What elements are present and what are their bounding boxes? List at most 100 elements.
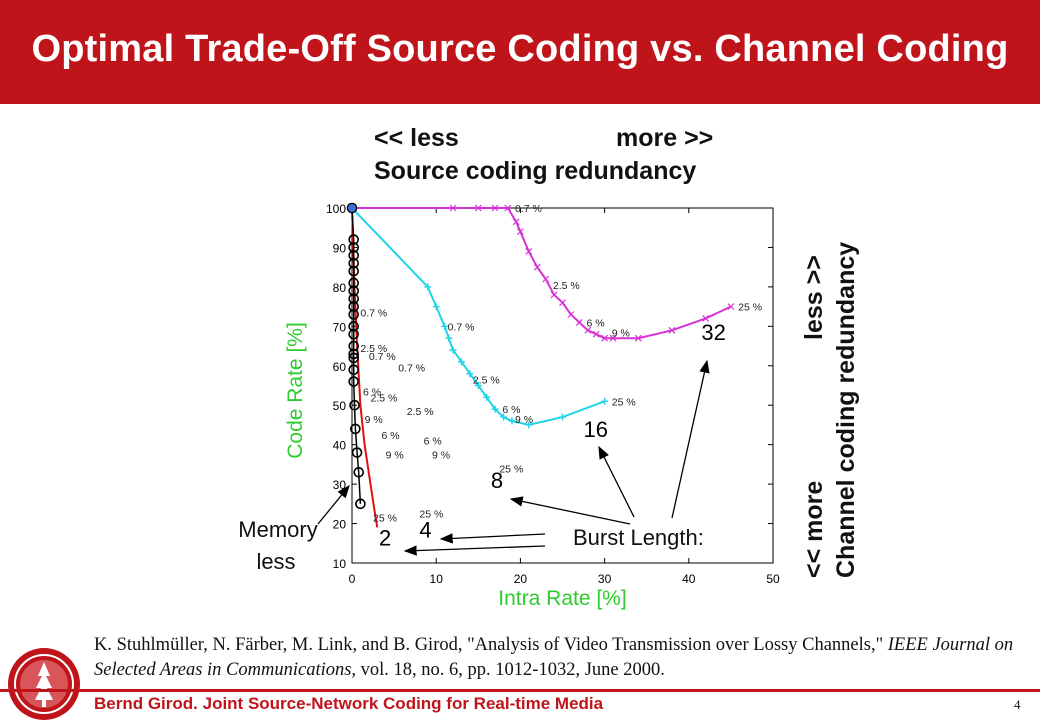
burst-length-label-32: 32: [701, 320, 725, 345]
point-label: 0.7 %: [515, 203, 542, 215]
arrow-to-memoryless: [317, 484, 350, 525]
source-head-label: Source coding redundancy: [374, 157, 697, 185]
data-point-burst-16: [559, 413, 566, 421]
x-tick-label: 40: [682, 572, 696, 586]
y-tick-label: 60: [333, 360, 347, 374]
data-point-burst-2: [348, 328, 359, 340]
y-tick-label: 30: [333, 478, 347, 492]
point-label: 6 %: [424, 436, 442, 448]
point-label: 25 %: [738, 302, 762, 314]
citation-journal: IEEE Journal on Selected Areas in Commun…: [94, 635, 1014, 680]
burst-length-label-8: 8: [491, 468, 503, 493]
series-line-burst-32: [352, 207, 732, 340]
data-point-burst-2: [348, 309, 359, 320]
data-point-burst-32: [449, 204, 457, 212]
data-point-burst-2: [348, 277, 359, 289]
citation-details: vol. 18, no. 6, pp. 1012-1032, June 2000…: [360, 660, 665, 680]
data-point-burst-2: [348, 250, 359, 261]
data-point-burst-2: [348, 364, 359, 376]
data-point-burst-32: [702, 315, 710, 322]
x-tick-label: 30: [598, 572, 612, 586]
arrow-to-burst-32: [671, 359, 710, 519]
data-point-burst-32: [559, 299, 566, 307]
data-point-burst-16: [601, 397, 609, 405]
y-axis-label: Code Rate [%]: [284, 322, 307, 459]
burst-length-label-16: 16: [584, 417, 608, 442]
data-point-burst-32: [634, 334, 642, 342]
y-tick-label: 10: [333, 557, 347, 571]
source-head-more: more >>: [616, 124, 714, 152]
data-point-burst-2: [351, 447, 363, 458]
data-point-burst-2: [353, 466, 365, 478]
data-point-burst-32: [474, 204, 482, 212]
point-label: 0.7 %: [360, 307, 387, 319]
data-point-burst-16: [466, 370, 474, 378]
point-label: 6 %: [363, 386, 381, 398]
data-point-burst-2: [348, 352, 359, 364]
point-label: 2.5 %: [371, 392, 398, 404]
data-point-burst-2: [350, 423, 361, 435]
data-point-burst-16: [441, 322, 449, 330]
university-seal-icon: [8, 648, 80, 720]
data-point-burst-32: [575, 318, 583, 326]
point-label: 6 %: [381, 430, 399, 442]
y-tick-label: 90: [333, 241, 347, 255]
data-point-burst-32: [512, 218, 520, 226]
data-point-burst-32: [542, 275, 550, 283]
point-label: 0.7 %: [398, 363, 425, 375]
data-point-burst-2: [348, 265, 359, 277]
point-label: 0.7 %: [448, 321, 475, 333]
data-point-burst-32: [504, 204, 512, 212]
point-label: 25 %: [373, 513, 397, 525]
data-point-burst-32: [592, 330, 600, 338]
point-label: 9 %: [365, 414, 383, 426]
burst-length-label-4: 4: [419, 517, 431, 542]
citation: K. Stuhlmüller, N. Färber, M. Link, and …: [94, 633, 1024, 683]
data-point-burst-16: [491, 405, 499, 413]
point-label: 2.5 %: [360, 343, 387, 355]
x-tick-label: 0: [349, 572, 356, 586]
data-point-burst-32: [727, 303, 735, 311]
data-point-burst-32: [584, 326, 592, 334]
data-point-burst-2: [348, 285, 359, 297]
x-tick-label: 50: [766, 572, 780, 586]
arrow-to-burst-8: [509, 496, 631, 525]
series-line-burst-8: [351, 207, 379, 528]
point-label: 25 %: [499, 463, 523, 475]
burst-length-title: Burst Length:: [573, 525, 704, 550]
footer-rule: [0, 689, 1040, 692]
point-label: 6 %: [587, 317, 605, 329]
data-point-burst-32: [668, 326, 676, 334]
point-label: 2.5 %: [407, 406, 434, 418]
data-point-burst-2: [348, 242, 359, 253]
arrow-to-burst-16: [598, 445, 635, 518]
data-point-burst-2: [348, 234, 359, 245]
series-line-burst-16: [351, 207, 605, 426]
data-point-burst-2: [348, 376, 359, 387]
y-tick-label: 40: [333, 439, 347, 453]
data-point-burst-16: [432, 303, 440, 311]
point-label: 2.5 %: [553, 280, 580, 292]
data-point-burst-16: [474, 382, 482, 389]
data-point-burst-2: [348, 293, 359, 305]
page-number: 4: [1014, 697, 1021, 712]
memoryless-label-line1: Memory: [238, 517, 317, 542]
start-point-marker: [347, 203, 357, 213]
data-point-burst-2: [348, 301, 359, 312]
data-point-burst-32: [550, 291, 558, 299]
y-tick-label: 50: [333, 399, 347, 413]
title-bar: Optimal Trade-Off Source Coding vs. Chan…: [0, 0, 1040, 104]
data-point-burst-16: [445, 334, 453, 342]
footer-text: Bernd Girod. Joint Source-Network Coding…: [94, 694, 604, 713]
burst-length-label-2: 2: [379, 525, 391, 550]
data-point-burst-2: [355, 498, 366, 510]
arrow-to-burst-4: [439, 533, 546, 544]
data-point-burst-32: [601, 334, 609, 342]
data-point-burst-32: [516, 228, 524, 236]
source-head-less: << less: [374, 124, 459, 152]
x-tick-label: 20: [514, 572, 528, 586]
point-label: 2.5 %: [473, 375, 500, 387]
data-point-burst-16: [508, 417, 516, 425]
x-axis-label: Intra Rate [%]: [498, 587, 626, 610]
y-tick-label: 70: [333, 320, 347, 334]
